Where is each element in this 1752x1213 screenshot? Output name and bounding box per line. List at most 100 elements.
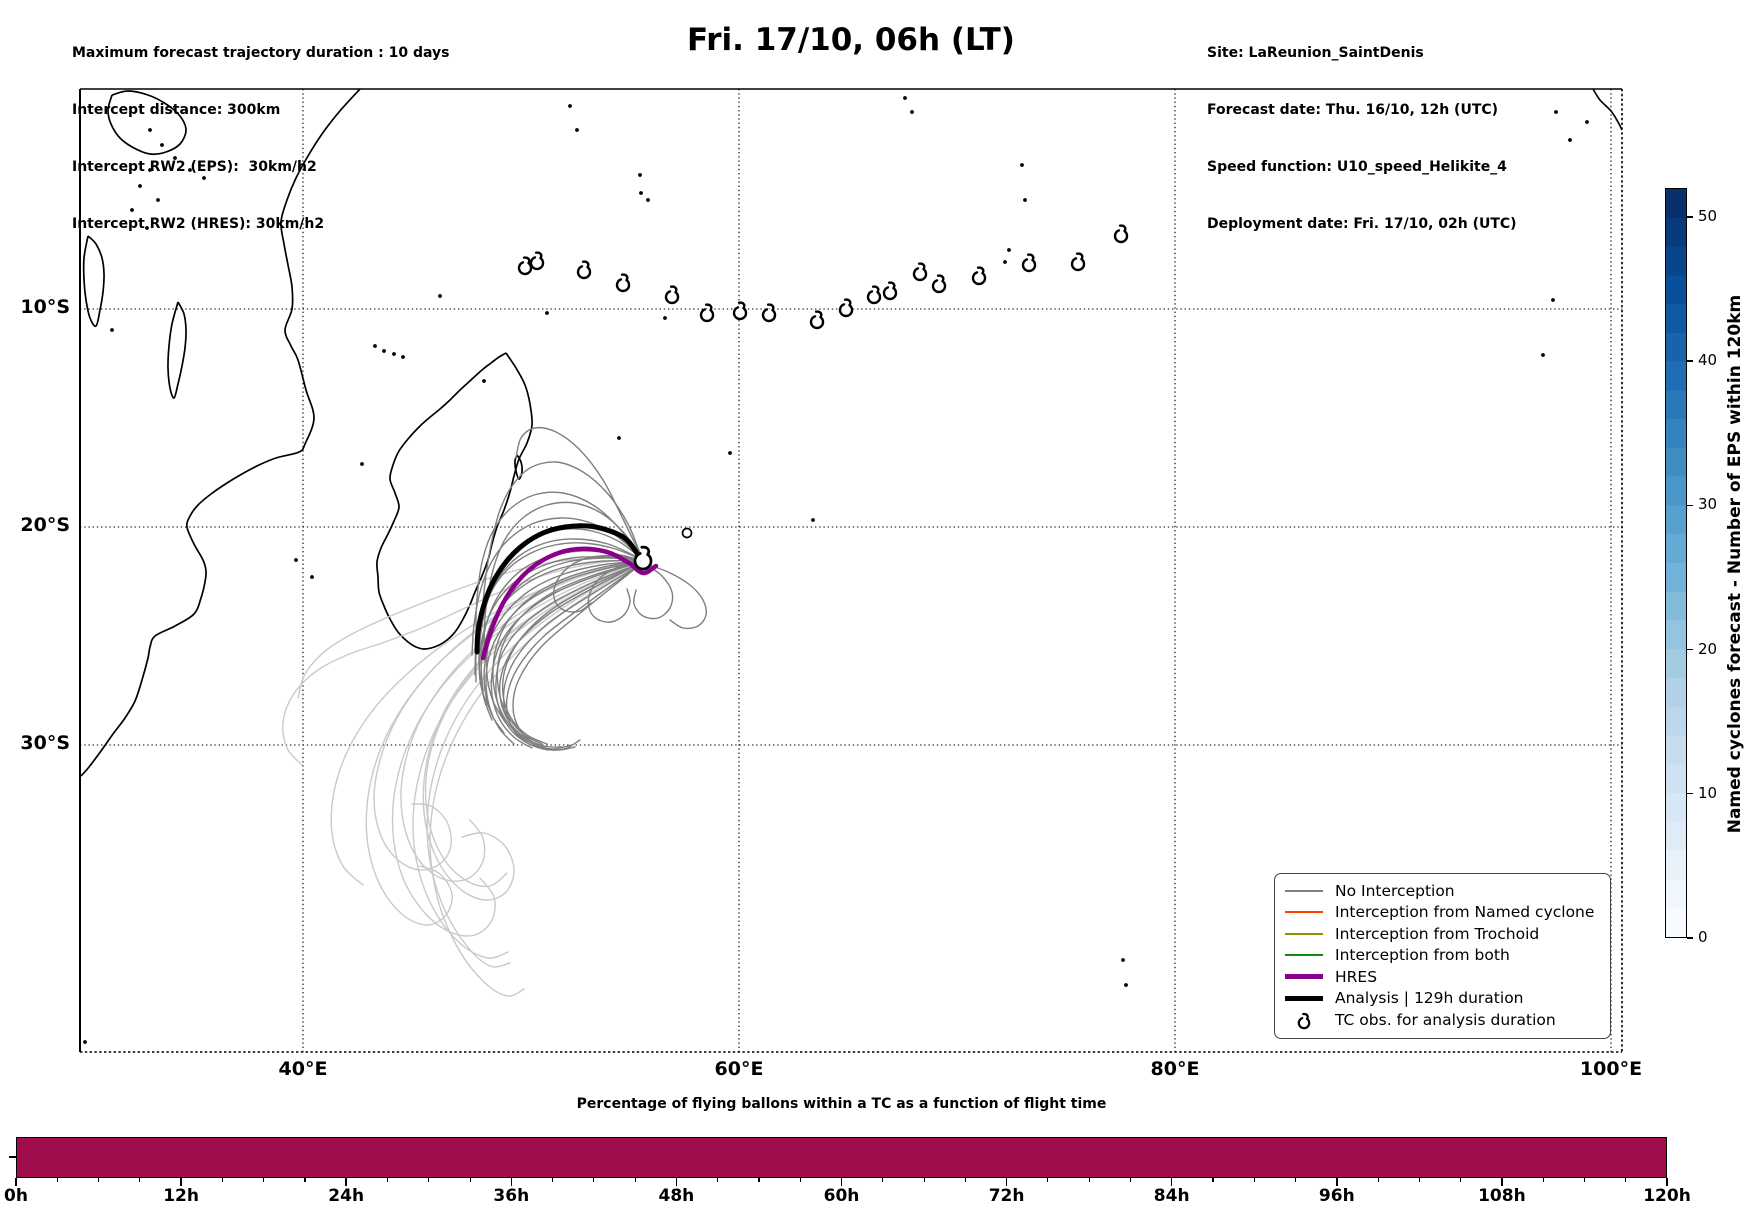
flight-time-minor-tick bbox=[428, 1178, 430, 1182]
colorbar-tick-label: 30 bbox=[1698, 495, 1718, 514]
eps-trajectory-faded bbox=[400, 560, 642, 882]
flight-time-minor-tick bbox=[469, 1178, 471, 1182]
cyclone-icon bbox=[882, 281, 898, 301]
island-dot bbox=[545, 311, 549, 315]
legend-label: Interception from Trochoid bbox=[1335, 924, 1540, 943]
island-dot bbox=[145, 226, 149, 230]
flight-time-minor-tick bbox=[593, 1178, 595, 1182]
flight-time-tick bbox=[840, 1178, 843, 1186]
island-dot bbox=[138, 184, 142, 188]
flight-time-tick bbox=[510, 1178, 513, 1186]
flight-time-minor-tick bbox=[386, 1178, 389, 1182]
coastline bbox=[80, 89, 361, 777]
island-dot bbox=[392, 352, 396, 356]
legend-item: Interception from both bbox=[1285, 945, 1610, 967]
lat-tick-label: 30°S bbox=[20, 732, 70, 754]
cyclone-icon bbox=[838, 298, 854, 318]
flight-time-tick bbox=[345, 1178, 347, 1186]
island-dot bbox=[910, 110, 914, 114]
eps-trajectory-faded bbox=[391, 560, 642, 937]
island-dot bbox=[110, 328, 114, 332]
flight-time-minor-tick bbox=[1253, 1178, 1255, 1182]
flight-time-minor-tick bbox=[552, 1178, 554, 1182]
cyclone-icon bbox=[1113, 224, 1129, 244]
cyclone-icon bbox=[1070, 252, 1086, 272]
lon-tick-label: 100°E bbox=[1579, 1058, 1643, 1080]
lon-tick-label: 40°E bbox=[278, 1058, 328, 1080]
legend-line-swatch bbox=[1285, 974, 1323, 980]
colorbar-tick-label: 10 bbox=[1698, 783, 1718, 802]
legend-label: HRES bbox=[1335, 967, 1378, 986]
island-dot bbox=[811, 518, 815, 522]
island-dot bbox=[639, 191, 643, 195]
legend-item: Interception from Trochoid bbox=[1285, 923, 1610, 945]
island-dot bbox=[160, 143, 164, 147]
island-dot bbox=[438, 294, 442, 298]
island-dot bbox=[1003, 260, 1007, 264]
island-dot bbox=[1568, 138, 1572, 142]
cyclone-icon bbox=[615, 273, 631, 293]
legend-item: HRES bbox=[1285, 966, 1610, 988]
legend-line-swatch bbox=[1285, 889, 1323, 892]
island-dot bbox=[638, 173, 642, 177]
island-dot bbox=[148, 168, 152, 172]
eps-trajectory bbox=[512, 563, 642, 751]
eps-trajectory-faded bbox=[422, 560, 642, 901]
eps-trajectory bbox=[483, 560, 642, 734]
flight-time-minor-tick bbox=[1542, 1178, 1544, 1182]
island-dot bbox=[1585, 120, 1589, 124]
hres-track bbox=[480, 546, 659, 661]
flight-time-tick bbox=[1005, 1178, 1008, 1186]
island-dot bbox=[646, 198, 650, 202]
island-dot bbox=[130, 208, 134, 212]
flight-time-tick-label: 108h bbox=[1478, 1186, 1526, 1206]
colorbar-tick bbox=[1687, 793, 1693, 795]
island-dot bbox=[728, 451, 732, 455]
coastline bbox=[82, 235, 105, 328]
lat-tick-label: 20°S bbox=[20, 514, 70, 536]
eps-trajectory-faded bbox=[297, 557, 642, 699]
flight-time-minor-tick bbox=[1583, 1178, 1586, 1182]
island-dot bbox=[1541, 353, 1545, 357]
flight-time-minor-tick bbox=[1088, 1178, 1090, 1182]
legend-item: Analysis | 129h duration bbox=[1285, 988, 1610, 1010]
eps-trajectory bbox=[587, 560, 642, 623]
cyclone-icon bbox=[633, 545, 653, 571]
flight-time-minor-tick bbox=[1129, 1178, 1132, 1182]
eps-trajectory bbox=[498, 562, 642, 748]
flight-time-tick-label: 84h bbox=[1153, 1186, 1190, 1206]
deployment-date-line: Deployment date: Fri. 17/10, 02h (UTC) bbox=[1207, 216, 1517, 232]
flight-time-tick bbox=[180, 1178, 182, 1186]
flight-time-tick bbox=[675, 1178, 678, 1186]
legend-line-swatch bbox=[1285, 911, 1323, 914]
lat-tick-label: 10°S bbox=[20, 296, 70, 318]
colorbar-gradient bbox=[1665, 188, 1687, 938]
legend-label: Interception from Named cyclone bbox=[1335, 903, 1595, 922]
eps-trajectory-faded bbox=[282, 558, 642, 766]
cyclone-icon bbox=[664, 285, 680, 305]
flight-bar-y-tick bbox=[9, 1156, 16, 1158]
island-dot bbox=[310, 575, 314, 579]
flight-time-minor-tick bbox=[1047, 1178, 1049, 1182]
cyclone-icon bbox=[912, 262, 928, 282]
speed-function-line: Speed function: U10_speed_Helikite_4 bbox=[1207, 159, 1507, 175]
colorbar-tick-label: 40 bbox=[1698, 351, 1718, 370]
island-dot bbox=[188, 168, 192, 172]
flight-time-tick-label: 36h bbox=[493, 1186, 530, 1206]
eps-trajectory bbox=[515, 426, 642, 557]
intercept-rw2-hres-line: Intercept RW2 (HRES): 30km/h2 bbox=[72, 216, 325, 232]
flight-time-minor-tick bbox=[1625, 1178, 1627, 1182]
island-dot bbox=[156, 198, 160, 202]
cyclone-icon bbox=[866, 285, 882, 305]
flight-time-tick-label: 0h bbox=[4, 1186, 28, 1206]
map-contents bbox=[80, 89, 1622, 1052]
cyclone-icon bbox=[732, 301, 748, 321]
eps-trajectory-faded bbox=[412, 561, 642, 959]
flight-time-minor-tick bbox=[1377, 1178, 1379, 1182]
flight-time-minor-tick bbox=[717, 1178, 719, 1182]
island-dot bbox=[1124, 983, 1128, 987]
flight-time-tick-label: 60h bbox=[823, 1186, 860, 1206]
legend-line-swatch bbox=[1285, 932, 1323, 935]
flight-time-minor-tick bbox=[1460, 1178, 1462, 1182]
